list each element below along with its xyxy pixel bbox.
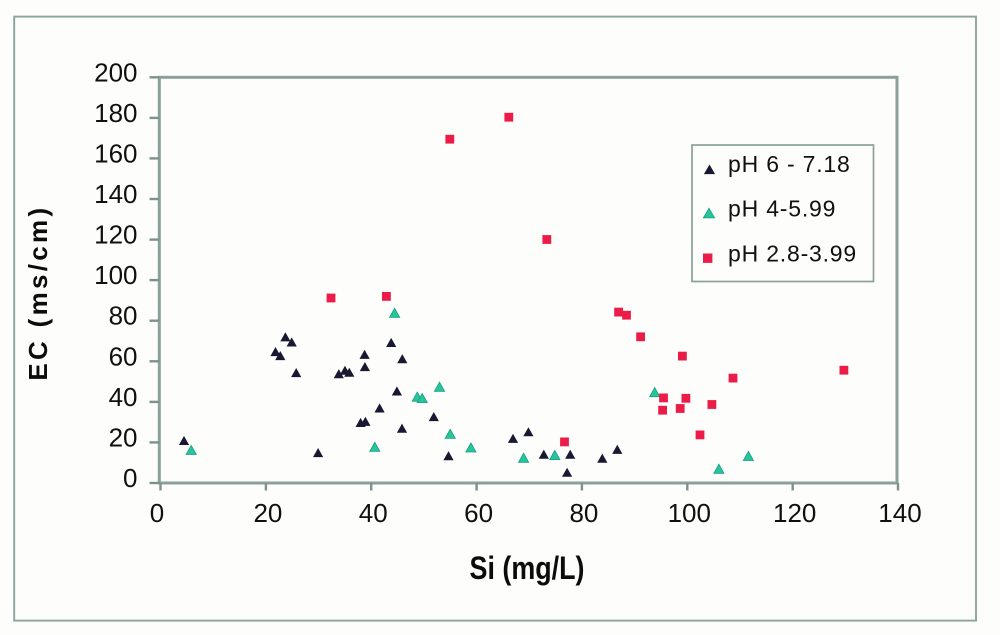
svg-text:0: 0 [123, 463, 137, 493]
svg-text:100: 100 [668, 498, 711, 528]
svg-text:200: 200 [94, 57, 137, 87]
svg-text:Si (mg/L): Si (mg/L) [470, 551, 585, 587]
svg-text:0: 0 [150, 498, 164, 528]
svg-text:120: 120 [773, 498, 816, 528]
svg-text:160: 160 [94, 138, 137, 168]
svg-text:120: 120 [94, 220, 137, 250]
svg-text:20: 20 [253, 498, 282, 528]
svg-text:60: 60 [109, 341, 138, 371]
svg-text:40: 40 [359, 498, 388, 528]
svg-text:100: 100 [94, 260, 137, 290]
svg-text:80: 80 [569, 498, 598, 528]
svg-text:pH 4-5.99: pH 4-5.99 [728, 196, 836, 222]
svg-text:pH 6 - 7.18: pH 6 - 7.18 [728, 151, 851, 177]
svg-text:40: 40 [109, 382, 138, 412]
svg-text:pH 2.8-3.99: pH 2.8-3.99 [728, 240, 857, 266]
svg-text:20: 20 [109, 422, 138, 452]
svg-text:140: 140 [94, 179, 137, 209]
svg-text:EC (ms/cm): EC (ms/cm) [23, 205, 53, 381]
svg-text:60: 60 [464, 498, 493, 528]
svg-text:80: 80 [109, 301, 138, 331]
svg-text:180: 180 [94, 98, 137, 128]
svg-text:140: 140 [878, 498, 921, 528]
